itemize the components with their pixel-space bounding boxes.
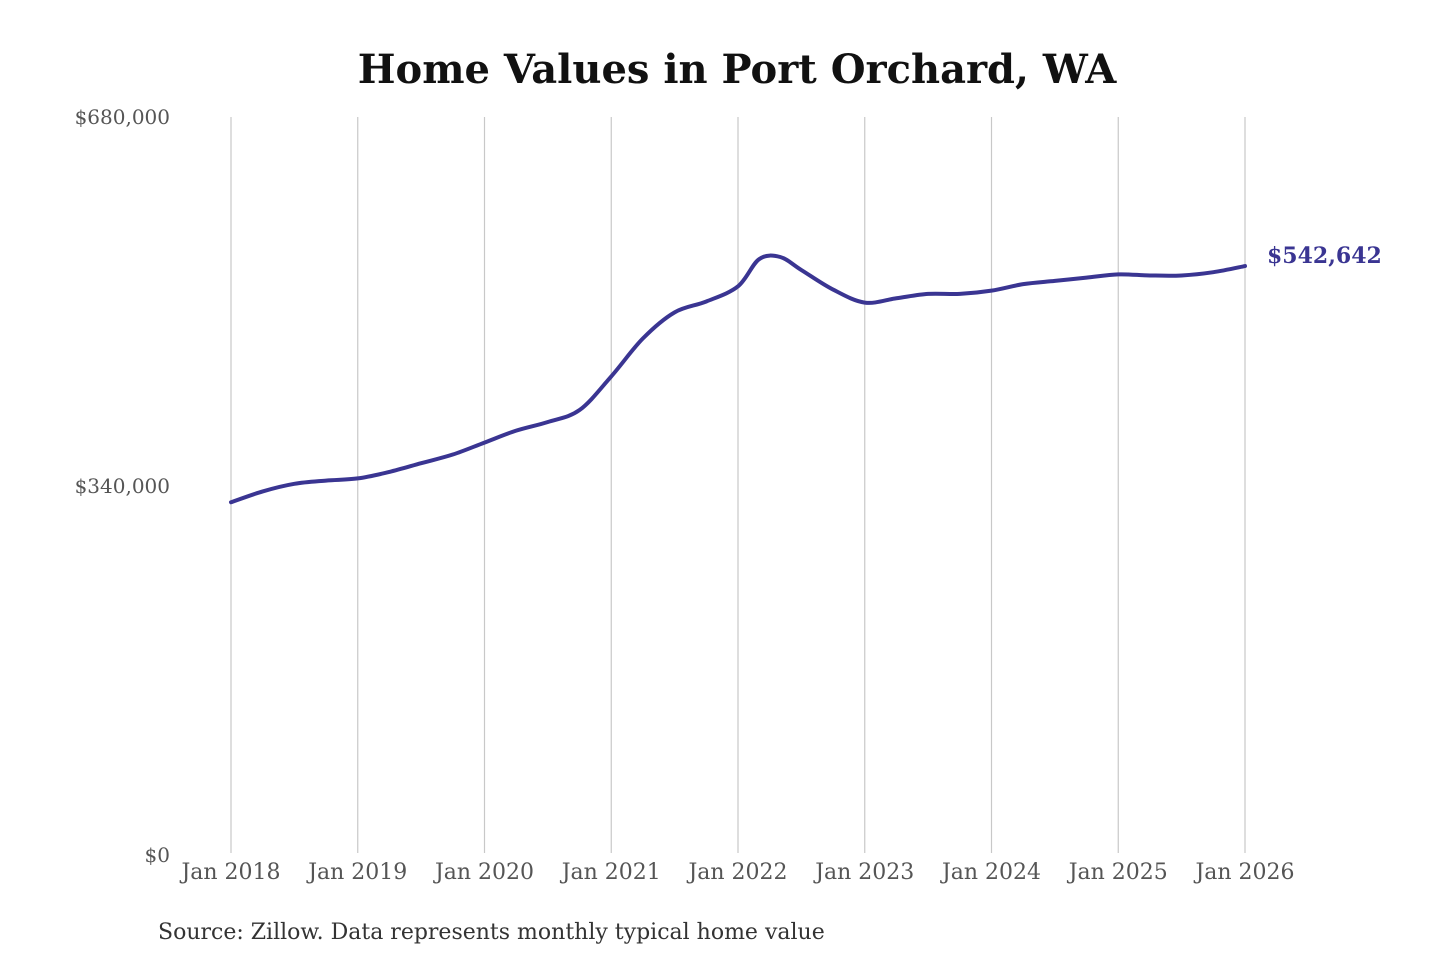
gridlines [230,117,1246,853]
x-tick-label: Jan 2018 [179,860,280,885]
y-tick-label: $340,000 [75,474,170,498]
x-tick-label: Jan 2026 [1193,860,1294,885]
x-tick-label: Jan 2019 [306,860,407,885]
y-tick-label: $0 [145,843,170,867]
series-layer [229,253,1247,505]
x-axis-ticks: Jan 2018 Jan 2019 Jan 2020 Jan 2021 Jan 2022… [179,860,1294,885]
y-axis-ticks: $0 $340,000 $680,000 [75,105,170,867]
x-tick-label: Jan 2021 [560,860,661,885]
series-line-0 [229,253,1247,505]
end-value-label: $542,642 [1267,243,1382,269]
chart-title: Home Values in Port Orchard, WA [358,46,1118,93]
x-tick-label: Jan 2022 [686,860,787,885]
x-tick-label: Jan 2024 [940,860,1041,885]
x-tick-label: Jan 2023 [813,860,914,885]
source-note: Source: Zillow. Data represents monthly … [158,920,825,945]
x-tick-label: Jan 2020 [433,860,534,885]
x-tick-label: Jan 2025 [1067,860,1168,885]
y-tick-label: $680,000 [75,105,170,129]
